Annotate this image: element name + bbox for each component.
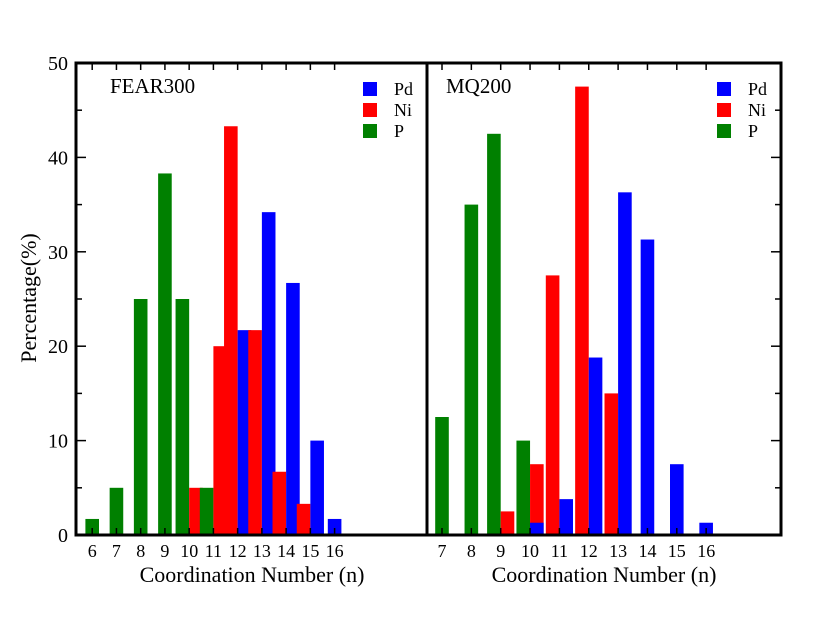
x-axis-title-left: Coordination Number (n) (140, 562, 365, 587)
bar-fear300-pd-15 (310, 440, 324, 535)
bar-fear300-p-6 (85, 518, 99, 535)
legend-label-pd: Pd (394, 79, 413, 99)
bar-fear300-ni-10 (189, 487, 203, 535)
bar-fear300-ni-11 (213, 346, 227, 535)
bar-fear300-p-11 (199, 487, 214, 535)
legend-swatch-pd (717, 82, 731, 96)
labels-layer: Percentage(%) Coordination Number (n) Co… (16, 53, 716, 587)
bar-fear300-ni-13 (248, 330, 262, 535)
x-tick-label: 11 (205, 541, 222, 561)
bar-mq200-ni-12 (575, 86, 589, 535)
bar-mq200-pd-11 (559, 499, 573, 535)
bar-mq200-p-10 (516, 440, 531, 535)
x-tick-label: 9 (160, 541, 169, 561)
bar-mq200-ni-10 (530, 464, 544, 535)
bar-mq200-pd-15 (670, 464, 684, 535)
bar-fear300-p-8 (133, 299, 148, 535)
bar-mq200-ni-11 (545, 275, 560, 535)
bar-fear300-p-9 (158, 173, 172, 535)
x-tick-label: 13 (609, 541, 627, 561)
x-tick-label: 14 (639, 541, 657, 561)
legend-swatch-p (717, 124, 731, 138)
bar-fear300-pd-13 (261, 212, 276, 535)
legend-swatch-ni (363, 103, 377, 117)
bar-mq200-p-7 (435, 417, 449, 535)
legend-label-ni: Ni (748, 100, 766, 120)
bar-mq200-p-8 (464, 204, 479, 535)
legend-label-p: P (748, 121, 758, 141)
x-tick-label: 6 (88, 541, 97, 561)
axes-layer (74, 61, 783, 537)
x-tick-label: 12 (229, 541, 247, 561)
x-axis-title-right: Coordination Number (n) (492, 562, 717, 587)
bar-fear300-pd-16 (327, 518, 342, 535)
bar-mq200-ni-13 (604, 393, 619, 535)
y-tick-label: 0 (58, 525, 68, 547)
legend-swatch-ni (717, 103, 731, 117)
legend-label-pd: Pd (748, 79, 767, 99)
x-tick-label: 15 (301, 541, 319, 561)
bar-mq200-ni-9 (500, 511, 515, 535)
bar-mq200-pd-10 (530, 522, 544, 535)
bar-mq200-pd-14 (640, 239, 655, 535)
bar-fear300-ni-12 (224, 126, 238, 535)
bar-fear300-ni-15 (296, 503, 311, 535)
bar-fear300-pd-14 (286, 282, 300, 535)
x-tick-label: 7 (112, 541, 121, 561)
bar-fear300-pd-12 (237, 330, 252, 535)
y-axis-title: Percentage(%) (16, 233, 41, 362)
x-tick-label: 7 (438, 541, 447, 561)
x-tick-label: 15 (668, 541, 686, 561)
bar-fear300-ni-14 (272, 471, 287, 535)
bar-fear300-p-7 (109, 487, 124, 535)
x-tick-label: 10 (521, 541, 539, 561)
panel-label-fear300: FEAR300 (110, 74, 195, 98)
x-tick-label: 8 (136, 541, 145, 561)
legend-label-p: P (394, 121, 404, 141)
x-tick-label: 8 (467, 541, 476, 561)
x-tick-label: 10 (180, 541, 198, 561)
x-tick-label: 13 (253, 541, 271, 561)
bar-mq200-pd-12 (588, 357, 603, 535)
y-tick-label: 30 (48, 242, 68, 264)
x-tick-label: 9 (496, 541, 505, 561)
x-tick-label: 11 (551, 541, 568, 561)
y-tick-label: 50 (48, 53, 68, 75)
legend-swatch-p (363, 124, 377, 138)
panel-label-mq200: MQ200 (446, 74, 511, 98)
x-tick-label: 12 (580, 541, 598, 561)
legend-swatch-pd (363, 82, 377, 96)
x-tick-label: 14 (277, 541, 295, 561)
y-tick-label: 40 (48, 147, 68, 169)
y-tick-label: 20 (48, 336, 68, 358)
bar-mq200-p-9 (487, 133, 501, 536)
bar-mq200-pd-13 (618, 192, 632, 535)
legend-label-ni: Ni (394, 100, 412, 120)
bar-fear300-p-10 (175, 299, 190, 535)
x-tick-label: 16 (697, 541, 715, 561)
x-tick-label: 16 (326, 541, 344, 561)
y-tick-label: 10 (48, 431, 68, 453)
bars-layer (85, 86, 713, 536)
